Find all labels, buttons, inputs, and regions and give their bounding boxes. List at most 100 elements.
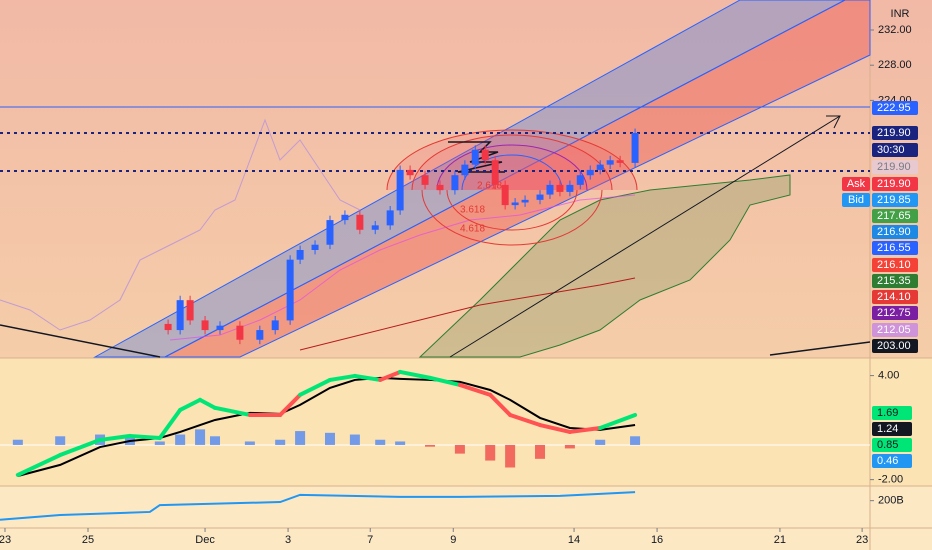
histogram-bar [630,436,641,445]
price-label-bg [872,126,918,140]
oscillator-segment [327,373,357,382]
fib-label: 4.618 [460,224,485,235]
x-tick-label: 21 [774,534,786,546]
oscillator-segment [538,423,572,434]
candle-body [536,194,544,200]
price-tag-bg [842,177,870,191]
histogram-bar [375,439,386,445]
candle-body [451,175,459,191]
candle-body [386,210,394,226]
fib-label: 2.618 [477,181,502,192]
candle-body [491,160,499,185]
candle-body [286,259,294,321]
value-label: 0.46 [877,455,898,467]
oscillator-segment [428,375,462,387]
candle-body [576,175,584,185]
x-tick-label: 16 [651,534,663,546]
candle-body [586,169,594,176]
oscillator-segment [398,369,433,380]
price-tag: Bid [848,194,864,206]
histogram-bar [195,429,206,445]
histogram-bar [55,436,66,445]
histogram-bar [349,434,360,445]
price-label-bg [872,274,918,288]
price-label-bg [872,160,918,174]
lower-panel-bg [0,486,932,550]
price-label-bg [872,177,918,191]
price-label: 212.05 [877,324,911,336]
candle-body [616,160,624,163]
candle-body [606,160,614,165]
price-label-bg [872,209,918,223]
y-tick-label: 228.00 [878,59,912,71]
candle-body [461,164,469,176]
histogram-bar [535,444,546,459]
fib-label: 3.618 [460,205,485,216]
price-label-bg [872,339,918,353]
candle-body [521,199,529,203]
price-label: 30:30 [877,144,905,156]
candle-body [546,184,554,195]
candle-body [296,249,304,260]
price-label: 219.90 [877,161,911,173]
x-tick-label: 7 [367,534,373,546]
oscillator-segment [15,453,63,477]
channel-lower [164,0,871,358]
oscillator-segment [567,425,603,434]
oscillator-segment [598,412,638,430]
price-label: 219.90 [877,178,911,190]
price-label: 219.90 [877,127,911,139]
y-tick-label: 4.00 [878,370,899,382]
oscillator-segment [378,369,403,382]
histogram-bar [12,439,23,445]
main-panel-bg [0,0,932,358]
trend-line [0,324,161,358]
histogram-bar [564,444,575,449]
oscillator-segment [178,397,203,412]
trend-arrow [449,115,841,358]
x-tick-label: 14 [568,534,580,546]
price-label: 216.90 [877,226,911,238]
y-tick-label: 200B [878,495,904,507]
fib-arc [421,189,603,246]
histogram-bar [485,444,496,461]
price-label: 219.85 [877,194,911,206]
x-tick-label: 23 [856,534,868,546]
candle-body [436,184,444,191]
oscillator-segment [58,437,103,458]
oscillator-segment [127,433,162,441]
histogram-bar [595,439,606,445]
channel-upper [93,0,846,358]
data-line [0,491,636,521]
histogram-bar [275,439,286,445]
x-tick-label: 3 [285,534,291,546]
indicator-line [0,118,361,331]
histogram-bar [425,444,436,447]
candle-body [501,184,509,206]
candle-body [356,214,364,230]
candle-body [371,225,379,230]
price-label: 222.95 [877,102,911,114]
y-tick-label: -2.00 [878,474,903,486]
oscillator-segment [298,377,332,397]
candle-body [596,164,604,170]
oscillator-segment [488,392,513,417]
candle-body [396,169,404,211]
price-label-bg [872,101,918,115]
candle-body [201,320,209,331]
value-label-bg [872,454,912,468]
oscillator-panel-bg [0,358,932,486]
price-label: 217.65 [877,210,911,222]
currency-label: INR [891,8,910,20]
histogram-bar [210,436,221,445]
candle-body [256,330,264,340]
candle-body [236,325,244,340]
cloud [418,174,791,358]
value-label-bg [872,438,912,452]
price-label-bg [872,143,918,157]
oscillator-segment [457,382,493,397]
candle-body [556,184,564,192]
price-label: 215.35 [877,275,911,287]
price-label-bg [872,225,918,239]
price-label-bg [872,306,918,320]
